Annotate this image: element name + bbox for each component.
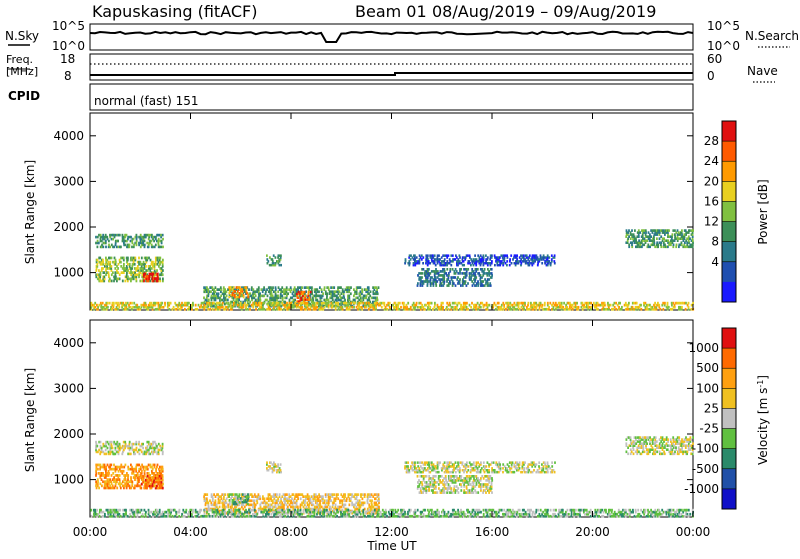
nsky-label: N.Sky	[5, 29, 39, 43]
colorbar-tick-label: 25	[704, 401, 719, 415]
freq-panel: Freq. [MHz] 18 8 60 0 Nave	[6, 52, 778, 83]
date-range: 08/Aug/2019 – 09/Aug/2019	[432, 2, 656, 21]
cpid-panel: CPID normal (fast) 151	[8, 84, 693, 110]
colorbar-swatch	[722, 141, 736, 162]
colorbar-tick-label: 4	[711, 255, 719, 269]
velocity-cbar-label-text: Velocity [m s	[756, 388, 770, 465]
nsearch-tick-bottom: 10^0	[707, 39, 740, 53]
freq-tick-bottom: 8	[64, 69, 72, 83]
colorbar-tick-label: 8	[711, 235, 719, 249]
nsky-panel: N.Sky 10^5 10^0 10^5 10^0 N.Search	[5, 19, 799, 53]
x-tick-label: 00:00	[73, 525, 108, 539]
colorbar-swatch	[722, 388, 736, 409]
y-tick-label: 2000	[53, 427, 84, 441]
x-tick-label: 08:00	[274, 525, 309, 539]
y-tick-label: 2000	[53, 220, 84, 234]
nsky-tick-bottom: 10^0	[52, 39, 85, 53]
colorbar-swatch	[722, 282, 736, 303]
velocity-panel: 1000 2000 3000 4000 Slant Range [km] 1000 50…	[23, 320, 770, 518]
colorbar-tick-label: 28	[704, 134, 719, 148]
freq-tick-top: 18	[60, 52, 75, 66]
beam-label: Beam 01	[355, 2, 427, 21]
power-ylabel: Slant Range [km]	[23, 160, 37, 264]
power-panel: 1000 2000 3000 4000 Slant Range [km] 4 8 12 16…	[23, 113, 770, 311]
colorbar-swatch	[722, 368, 736, 389]
x-axis-label: Time UT	[366, 539, 417, 553]
colorbar-swatch	[722, 201, 736, 222]
nave-tick-top: 60	[707, 52, 722, 66]
x-tick-label: 04:00	[173, 525, 208, 539]
colorbar-tick-label: 1000	[688, 341, 719, 355]
colorbar-tick-label: 500	[696, 361, 719, 375]
colorbar-swatch	[722, 222, 736, 243]
y-tick-label: 1000	[53, 266, 84, 280]
colorbar-tick-label: 100	[696, 381, 719, 395]
velocity-ylabel: Slant Range [km]	[23, 368, 37, 472]
power-cbar-label: Power [dB]	[756, 179, 770, 244]
cpid-mode: normal (fast) 151	[94, 94, 198, 108]
colorbar-swatch	[722, 242, 736, 263]
colorbar-tick-label: -500	[692, 462, 719, 476]
colorbar-swatch	[722, 449, 736, 470]
colorbar-tick-label: 20	[704, 174, 719, 188]
colorbar-swatch	[722, 161, 736, 182]
colorbar-tick-label: -1000	[684, 482, 719, 496]
freq-trace	[90, 73, 693, 75]
colorbar-swatch	[722, 262, 736, 283]
colorbar-swatch	[722, 489, 736, 510]
colorbar-swatch	[722, 121, 736, 142]
colorbar-tick-label: 12	[704, 215, 719, 229]
colorbar-swatch	[722, 408, 736, 429]
x-tick-label: 12:00	[374, 525, 409, 539]
echo-region	[404, 254, 556, 266]
nave-label: Nave	[747, 64, 778, 78]
colorbar-tick-label: -25	[699, 422, 719, 436]
velocity-cbar-label: Velocity [m s-1]	[756, 375, 770, 465]
colorbar-swatch	[722, 469, 736, 490]
power-colorbar: 4 8 12 16 20 24 28	[704, 121, 736, 303]
nave-tick-bottom: 0	[707, 69, 715, 83]
x-tick-label: 20:00	[575, 525, 610, 539]
nsky-tick-top: 10^5	[52, 19, 85, 33]
colorbar-tick-label: -100	[692, 442, 719, 456]
nsky-trace	[90, 32, 693, 42]
y-tick-label: 4000	[53, 129, 84, 143]
nsearch-label: N.Search	[745, 29, 799, 43]
freq-unit: [MHz]	[6, 65, 38, 78]
colorbar-swatch	[722, 181, 736, 202]
colorbar-swatch	[722, 429, 736, 450]
x-tick-label: 16:00	[475, 525, 510, 539]
colorbar-swatch	[722, 328, 736, 349]
y-tick-label: 4000	[53, 336, 84, 350]
station-title: Kapuskasing (fitACF)	[92, 2, 257, 21]
y-tick-label: 1000	[53, 473, 84, 487]
cpid-label: CPID	[8, 89, 40, 103]
y-tick-label: 3000	[53, 174, 84, 188]
nsearch-tick-top: 10^5	[707, 19, 740, 33]
colorbar-swatch	[722, 348, 736, 369]
y-tick-label: 3000	[53, 381, 84, 395]
colorbar-tick-label: 16	[704, 194, 719, 208]
x-tick-label: 00:00	[676, 525, 711, 539]
colorbar-tick-label: 24	[704, 154, 719, 168]
